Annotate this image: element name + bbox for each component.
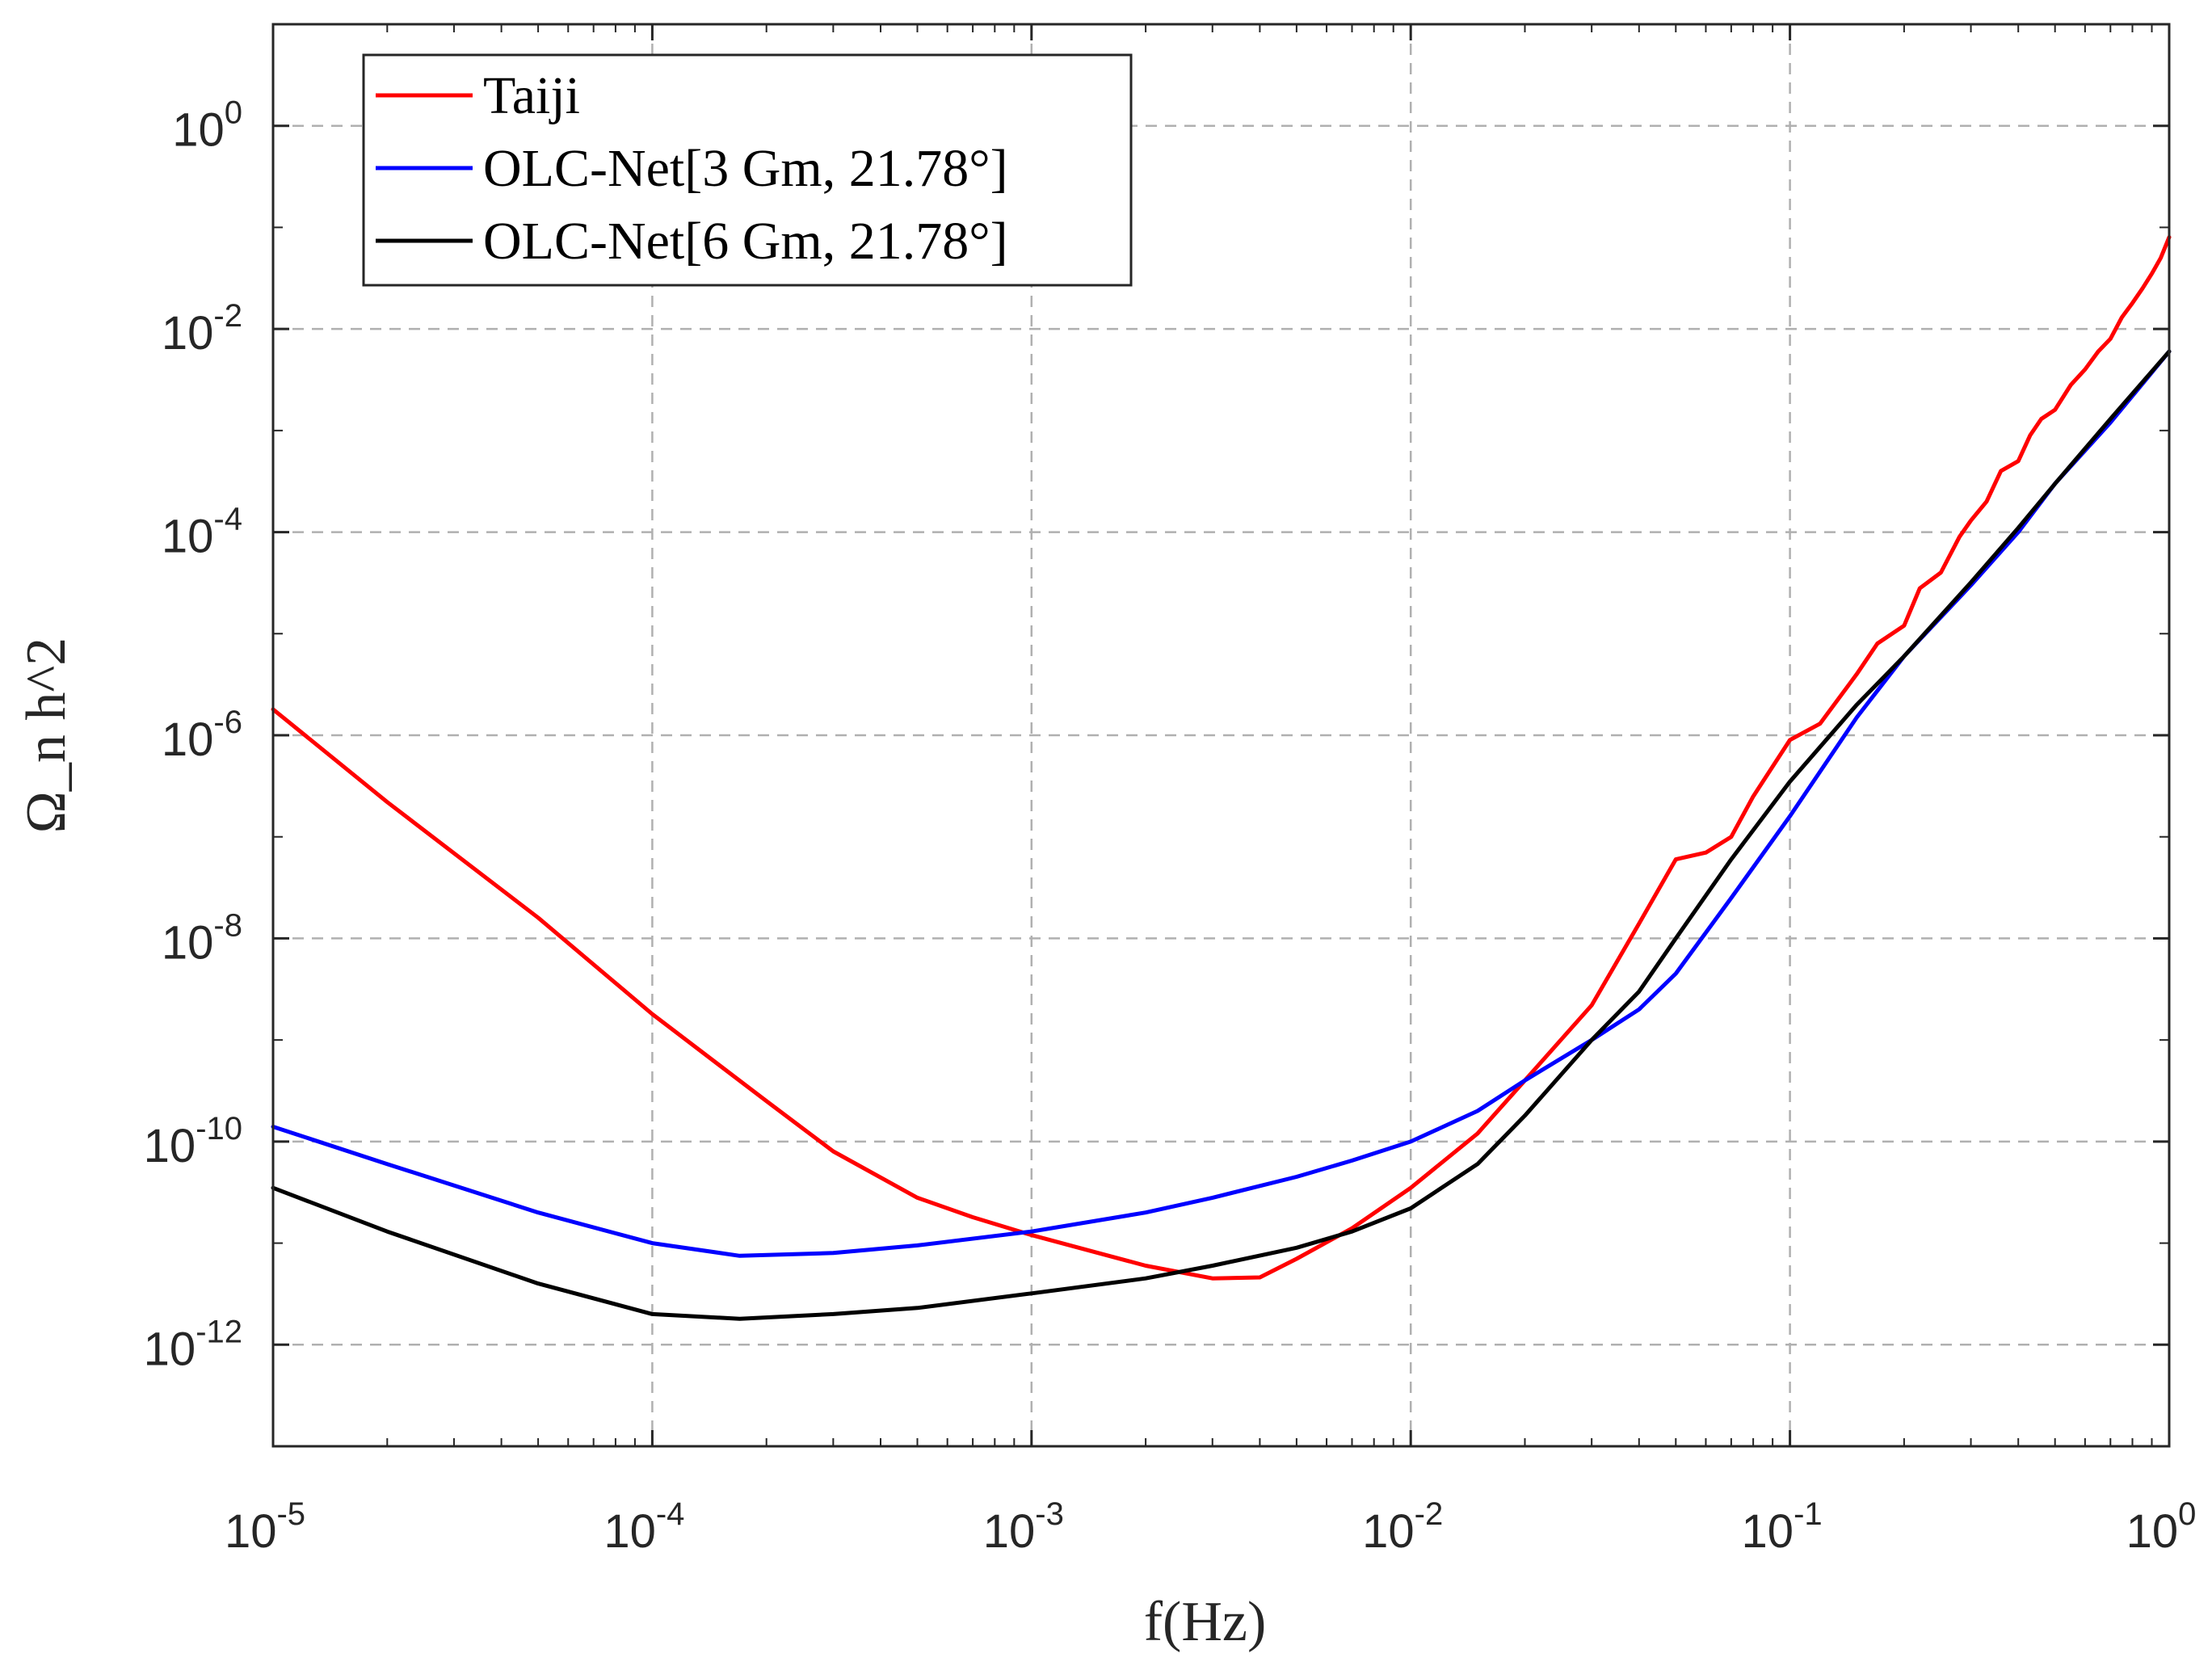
x-tick-label: 10-1 [1742, 1496, 1823, 1558]
y-tick-label: 100 [172, 95, 242, 157]
series-line-3 [271, 349, 2172, 1321]
x-tick-label: 10-5 [225, 1496, 305, 1558]
axis-titles: f(Hz) Ω_n h^2 [15, 637, 1266, 1653]
legend-box [362, 53, 1133, 287]
y-tick-label: 10-2 [162, 298, 242, 360]
legend-label-1: Taiji [483, 66, 580, 125]
legend: Taiji OLC-Net[3 Gm, 21.78°] OLC-Net[6 Gm, … [362, 53, 1133, 287]
y-tick-label: 10-6 [162, 705, 242, 766]
x-tick-label: 10-3 [983, 1496, 1064, 1558]
y-tick-label: 10-10 [144, 1111, 242, 1172]
x-axis-title: f(Hz) [1144, 1591, 1267, 1653]
tick-labels: 10-5 10-4 10-3 10-2 10-1 100 100 10-2 10-4 10-6 10… [144, 95, 2197, 1558]
y-tick-label: 10-8 [162, 907, 242, 969]
x-tick-label: 10-2 [1362, 1496, 1443, 1558]
series-layer [271, 235, 2172, 1321]
y-tick-label: 10-4 [162, 502, 242, 563]
legend-label-3: OLC-Net[6 Gm, 21.78°] [483, 212, 1008, 271]
x-tick-label: 100 [2126, 1496, 2197, 1558]
y-axis-title: Ω_n h^2 [15, 637, 78, 833]
ticks [271, 24, 2171, 1447]
y-tick-label: 10-12 [144, 1314, 242, 1375]
x-tick-label: 10-4 [603, 1496, 684, 1558]
series-line-1 [271, 235, 2172, 1281]
legend-label-2: OLC-Net[3 Gm, 21.78°] [483, 139, 1008, 198]
